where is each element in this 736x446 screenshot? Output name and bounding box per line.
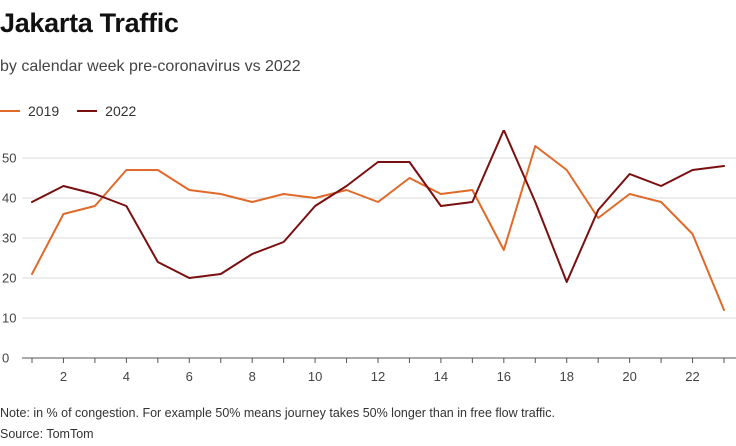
y-tick-label-0: 0 (2, 351, 9, 366)
legend: 2019 2022 (0, 103, 154, 119)
x-tick-label-16: 16 (497, 369, 511, 384)
x-tick-label-2: 2 (60, 369, 67, 384)
x-tick-label-8: 8 (249, 369, 256, 384)
legend-label-2022: 2022 (105, 103, 137, 119)
x-tick-label-12: 12 (371, 369, 385, 384)
legend-item-2019: 2019 (0, 103, 59, 119)
y-tick-label-20: 20 (2, 271, 16, 286)
chart-title: Jakarta Traffic (0, 8, 179, 38)
series-line-2022 (31, 130, 725, 283)
x-tick-label-6: 6 (186, 369, 193, 384)
source-credit: Source: TomTom (0, 427, 94, 441)
series-line-2019 (31, 145, 725, 311)
x-tick-label-14: 14 (434, 369, 448, 384)
x-tick-label-10: 10 (308, 369, 322, 384)
legend-swatch-2022 (77, 110, 98, 112)
legend-swatch-2019 (0, 110, 20, 112)
x-tick-label-4: 4 (123, 369, 130, 384)
legend-item-2022: 2022 (77, 103, 136, 119)
y-tick-label-30: 30 (2, 231, 16, 246)
chart-subtitle: by calendar week pre-coronavirus vs 2022 (0, 58, 301, 75)
y-tick-label-40: 40 (2, 191, 16, 206)
legend-label-2019: 2019 (28, 103, 60, 119)
y-tick-label-10: 10 (2, 311, 16, 326)
x-tick-label-22: 22 (685, 369, 699, 384)
footnote: Note: in % of congestion. For example 50… (0, 406, 555, 420)
y-tick-label-50: 50 (2, 151, 16, 166)
x-tick-label-18: 18 (559, 369, 573, 384)
x-tick-label-20: 20 (622, 369, 636, 384)
line-chart: 0 10 20 30 40 50 2 4 6 8 10 12 14 16 18 20 22 (2, 130, 736, 384)
